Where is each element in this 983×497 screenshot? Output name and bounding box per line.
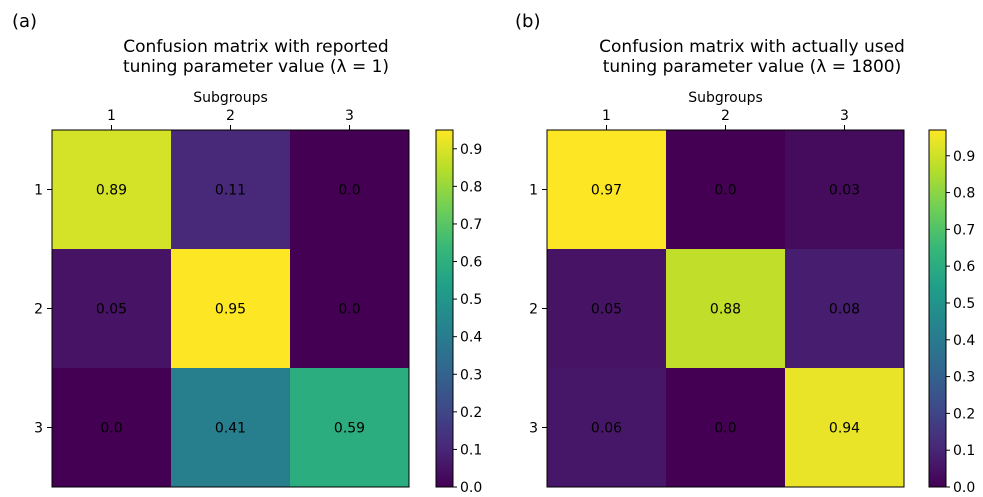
- heatmap-cell: [52, 368, 171, 487]
- cell-value-label: 0.11: [215, 183, 246, 199]
- heatmap-cell: [785, 368, 904, 487]
- colorbar: [928, 129, 947, 488]
- chart-title-line: Confusion matrix with reported: [123, 37, 388, 57]
- colorbar-tick-label: 0.6: [460, 255, 482, 271]
- x-tick-label: 3: [345, 108, 354, 124]
- cell-value-label: 0.03: [829, 183, 860, 199]
- colorbar-tick-label: 0.4: [953, 333, 975, 349]
- x-tick-label: 1: [107, 108, 116, 124]
- panel-b: (b) Confusion matrix with actually usedtu…: [515, 11, 975, 496]
- colorbar-tick-label: 0.9: [460, 142, 482, 158]
- x-tick-label: 2: [226, 108, 235, 124]
- cell-value-label: 0.05: [96, 302, 127, 318]
- colorbar-tick-label: 0.7: [460, 217, 482, 233]
- colorbar-tick-label: 0.6: [953, 259, 975, 275]
- chart-title-line: Confusion matrix with actually used: [599, 37, 905, 57]
- cell-value-label: 0.59: [334, 421, 365, 437]
- heatmap-cell: [290, 368, 409, 487]
- cell-value-label: 0.08: [829, 302, 860, 318]
- colorbar-tick-label: 0.8: [460, 179, 482, 195]
- cell-value-label: 0.0: [338, 302, 360, 318]
- cell-value-label: 0.06: [591, 421, 622, 437]
- x-axis-label: Subgroups: [193, 90, 268, 106]
- colorbar-tick-label: 0.3: [953, 370, 975, 386]
- panel-a: (a) Confusion matrix with reportedtuning …: [12, 11, 482, 496]
- colorbar-tick-label: 0.5: [460, 292, 482, 308]
- heatmap-cell: [666, 368, 785, 487]
- y-tick-label: 2: [529, 302, 538, 318]
- colorbar-tick-label: 0.2: [460, 405, 482, 421]
- x-axis-label: Subgroups: [688, 90, 763, 106]
- colorbar-tick-label: 0.4: [460, 330, 482, 346]
- x-tick-label: 2: [721, 108, 730, 124]
- heatmap-cell: [171, 249, 290, 368]
- heatmap-cell: [52, 249, 171, 368]
- colorbar-tick-label: 0.1: [460, 442, 482, 458]
- colorbar-tick-label: 0.5: [953, 296, 975, 312]
- y-tick-label: 1: [529, 183, 538, 199]
- cell-value-label: 0.97: [591, 183, 622, 199]
- heatmap-cell: [290, 130, 409, 249]
- colorbar-tick-label: 0.9: [953, 149, 975, 165]
- cell-value-label: 0.0: [100, 421, 122, 437]
- heatmap-cell: [171, 130, 290, 249]
- cell-value-label: 0.05: [591, 302, 622, 318]
- heatmap-cell: [547, 368, 666, 487]
- heatmap-cell: [171, 368, 290, 487]
- heatmap-cell: [785, 130, 904, 249]
- panel-letter: (a): [12, 11, 37, 32]
- heatmap-cell: [666, 249, 785, 368]
- chart-title-line: tuning parameter value (λ = 1800): [603, 57, 902, 77]
- chart-title-line: tuning parameter value (λ = 1): [123, 57, 389, 77]
- heatmap-cell: [290, 249, 409, 368]
- y-tick-label: 3: [529, 421, 538, 437]
- cell-value-label: 0.0: [338, 183, 360, 199]
- cell-value-label: 0.0: [714, 183, 736, 199]
- x-tick-label: 3: [840, 108, 849, 124]
- colorbar-tick-label: 0.0: [953, 480, 975, 496]
- x-tick-label: 1: [602, 108, 611, 124]
- heatmap-cell: [52, 130, 171, 249]
- colorbar-tick-label: 0.2: [953, 406, 975, 422]
- cell-value-label: 0.89: [96, 183, 127, 199]
- heatmap-cell: [785, 249, 904, 368]
- colorbar-tick-label: 0.7: [953, 222, 975, 238]
- heatmap-cell: [547, 249, 666, 368]
- cell-value-label: 0.94: [829, 421, 860, 437]
- panel-letter: (b): [515, 11, 540, 32]
- heatmap-cell: [666, 130, 785, 249]
- cell-value-label: 0.0: [714, 421, 736, 437]
- colorbar: [435, 129, 454, 488]
- y-tick-label: 1: [34, 183, 43, 199]
- colorbar-tick-label: 0.1: [953, 443, 975, 459]
- cell-value-label: 0.95: [215, 302, 246, 318]
- colorbar-tick-label: 0.0: [460, 480, 482, 496]
- cell-value-label: 0.41: [215, 421, 246, 437]
- y-tick-label: 2: [34, 302, 43, 318]
- y-tick-label: 3: [34, 421, 43, 437]
- heatmap-cell: [547, 130, 666, 249]
- colorbar-tick-label: 0.8: [953, 186, 975, 202]
- colorbar-tick-label: 0.3: [460, 367, 482, 383]
- cell-value-label: 0.88: [710, 302, 741, 318]
